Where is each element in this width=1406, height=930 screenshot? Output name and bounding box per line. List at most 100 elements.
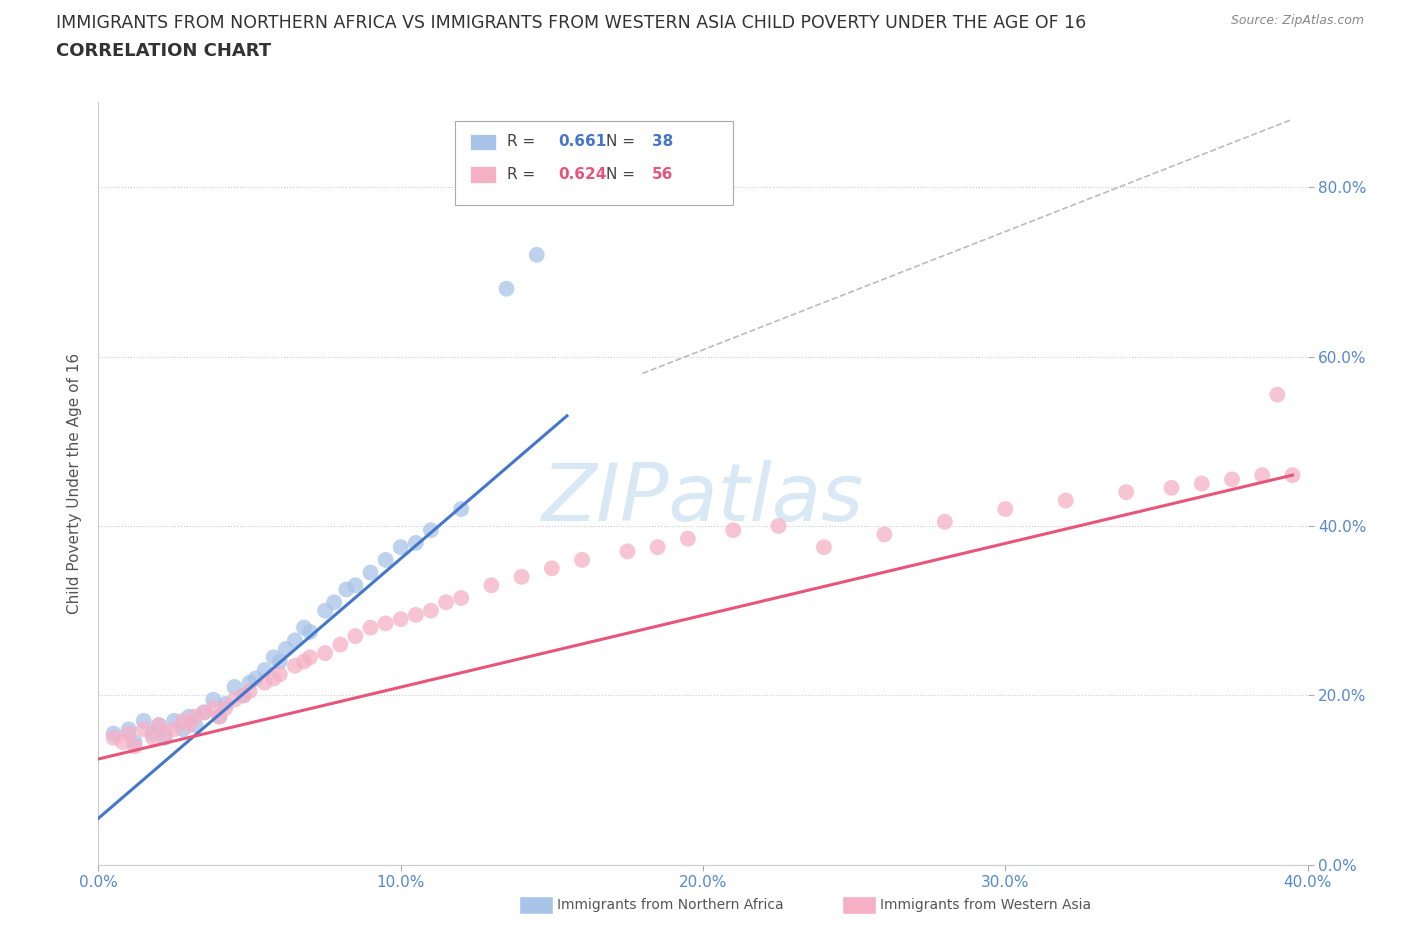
Point bbox=[768, 519, 790, 534]
Point bbox=[274, 642, 297, 657]
Point bbox=[269, 667, 291, 682]
Text: IMMIGRANTS FROM NORTHERN AFRICA VS IMMIGRANTS FROM WESTERN ASIA CHILD POVERTY UN: IMMIGRANTS FROM NORTHERN AFRICA VS IMMIG… bbox=[56, 14, 1087, 32]
Text: Source: ZipAtlas.com: Source: ZipAtlas.com bbox=[1230, 14, 1364, 27]
Point bbox=[360, 620, 382, 635]
Text: R =: R = bbox=[508, 135, 540, 150]
Point bbox=[723, 523, 745, 538]
Point bbox=[208, 710, 231, 724]
Text: R =: R = bbox=[508, 167, 540, 182]
Point bbox=[1281, 468, 1303, 483]
Point bbox=[481, 578, 503, 592]
Point bbox=[163, 713, 186, 728]
Text: N =: N = bbox=[606, 135, 640, 150]
Point bbox=[329, 637, 352, 652]
Point bbox=[202, 692, 225, 707]
Text: Immigrants from Western Asia: Immigrants from Western Asia bbox=[880, 897, 1091, 912]
Point bbox=[676, 531, 699, 546]
Point bbox=[103, 726, 125, 741]
Point bbox=[344, 629, 367, 644]
Point bbox=[263, 650, 285, 665]
Point bbox=[214, 700, 236, 715]
Text: N =: N = bbox=[606, 167, 640, 182]
Point bbox=[873, 527, 896, 542]
Point bbox=[571, 552, 593, 567]
Point bbox=[434, 595, 457, 610]
Point bbox=[214, 697, 236, 711]
Point bbox=[420, 523, 443, 538]
Text: ZIPatlas: ZIPatlas bbox=[541, 459, 865, 538]
Point bbox=[374, 552, 396, 567]
Text: 0.624: 0.624 bbox=[558, 167, 606, 182]
Point bbox=[142, 730, 165, 745]
Point bbox=[111, 735, 134, 750]
Point bbox=[172, 713, 194, 728]
Point bbox=[284, 633, 307, 648]
FancyBboxPatch shape bbox=[470, 134, 496, 151]
Point bbox=[224, 680, 246, 695]
Point bbox=[193, 705, 215, 720]
Point bbox=[360, 565, 382, 580]
Point bbox=[253, 662, 276, 677]
Point bbox=[193, 705, 215, 720]
Point bbox=[389, 539, 412, 554]
Point bbox=[450, 591, 472, 605]
Point bbox=[405, 607, 427, 622]
Point bbox=[314, 645, 336, 660]
Point bbox=[263, 671, 285, 686]
Point bbox=[374, 616, 396, 631]
Point bbox=[269, 654, 291, 669]
Point bbox=[647, 539, 669, 554]
Point bbox=[163, 722, 186, 737]
Point bbox=[405, 536, 427, 551]
Point bbox=[1115, 485, 1137, 499]
Point bbox=[132, 713, 155, 728]
Point bbox=[1160, 481, 1182, 496]
Point bbox=[118, 726, 141, 741]
Point bbox=[450, 501, 472, 516]
Point bbox=[124, 735, 146, 750]
Point bbox=[299, 650, 322, 665]
Text: 0.661: 0.661 bbox=[558, 135, 606, 150]
Point bbox=[1251, 468, 1274, 483]
Point bbox=[239, 684, 262, 698]
Point bbox=[118, 722, 141, 737]
Text: CORRELATION CHART: CORRELATION CHART bbox=[56, 42, 271, 60]
Point bbox=[1220, 472, 1243, 486]
Point bbox=[420, 604, 443, 618]
Point bbox=[148, 718, 170, 733]
FancyBboxPatch shape bbox=[470, 166, 496, 183]
Point bbox=[142, 726, 165, 741]
Point bbox=[813, 539, 835, 554]
Point bbox=[224, 692, 246, 707]
Point bbox=[179, 718, 201, 733]
Point bbox=[253, 675, 276, 690]
Point bbox=[344, 578, 367, 592]
Point bbox=[292, 654, 315, 669]
Point bbox=[202, 700, 225, 715]
Point bbox=[103, 730, 125, 745]
Point bbox=[540, 561, 562, 576]
Point bbox=[153, 726, 176, 741]
Point bbox=[232, 688, 254, 703]
Text: Immigrants from Northern Africa: Immigrants from Northern Africa bbox=[557, 897, 783, 912]
Point bbox=[335, 582, 357, 597]
Point bbox=[208, 710, 231, 724]
Point bbox=[299, 624, 322, 639]
Point bbox=[323, 595, 346, 610]
Point bbox=[245, 671, 267, 686]
Point bbox=[934, 514, 956, 529]
Point bbox=[1191, 476, 1213, 491]
Point bbox=[314, 604, 336, 618]
Point bbox=[184, 718, 207, 733]
Point bbox=[124, 738, 146, 753]
Point bbox=[616, 544, 638, 559]
Point bbox=[994, 501, 1017, 516]
Point bbox=[148, 718, 170, 733]
Point bbox=[232, 688, 254, 703]
Point bbox=[510, 569, 533, 584]
Point bbox=[239, 675, 262, 690]
Point bbox=[495, 281, 517, 296]
Point bbox=[1054, 493, 1077, 508]
Point bbox=[179, 710, 201, 724]
Point bbox=[284, 658, 307, 673]
